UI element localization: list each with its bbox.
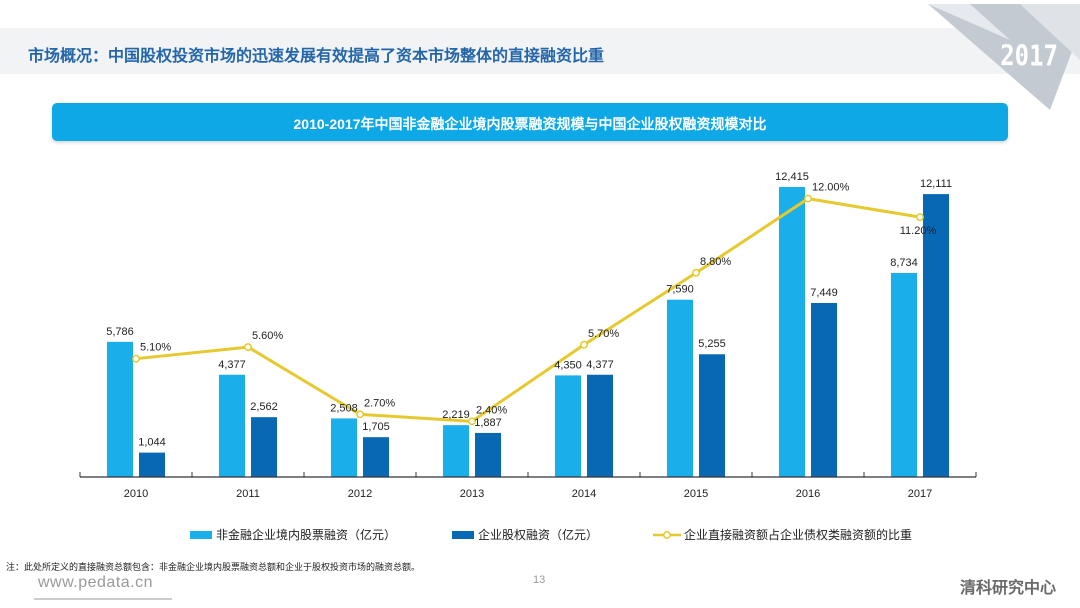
bar-stock-financing [555,375,581,477]
ratio-value-label: 2.40% [476,404,507,416]
bar-value-label: 2,508 [330,402,358,414]
website-link[interactable]: www.pedata.cn [38,574,154,591]
ratio-line [135,197,921,423]
bar-equity-financing [139,452,165,477]
chart-title: 2010-2017年中国非金融企业境内股票融资规模与中国企业股权融资规模对比 [293,116,767,132]
ratio-point [692,268,700,277]
bar-value-label: 4,350 [554,359,582,371]
bar-stock-financing [107,341,133,477]
bar-stock-financing [219,374,245,477]
legend-line-marker-icon [653,530,681,539]
legend-swatch-dark-blue [452,530,474,539]
bar-value-label: 5,255 [698,338,726,350]
ratio-point [804,194,812,203]
legend-label: 企业股权融资（亿元） [478,528,599,542]
bar-value-label: 1,044 [138,437,166,449]
page-title: 市场概况：中国股权投资市场的迅速发展有效提高了资本市场整体的直接融资比重 [28,48,605,65]
x-tick-label: 2013 [460,488,484,500]
x-tick-label: 2010 [124,488,148,500]
legend-item-equity-financing: 企业股权融资（亿元） [452,526,598,543]
ratio-point [132,354,140,363]
bar-stock-financing [891,272,917,477]
ratio-value-label: 5.70% [588,328,619,340]
bar-value-label: 5,786 [106,326,134,338]
bar-equity-financing [363,437,389,477]
bar-value-label: 8,734 [890,257,918,269]
ratio-point [916,213,924,222]
bar-equity-financing [587,374,613,477]
bar-equity-financing [475,432,501,477]
legend-label: 企业直接融资额占企业债权类融资额的比重 [684,528,913,542]
x-tick-label: 2017 [908,488,932,500]
header-band [0,28,1080,74]
ratio-point [580,340,588,349]
bar-value-label: 12,415 [775,171,809,183]
brand-logo: 清科研究中心 [959,580,1056,597]
footnote: 注：此处所定义的直接融资总额包含：非金融企业境内股票融资总额和企业于股权投资市场… [6,562,421,572]
bar-stock-financing [667,299,693,477]
bar-value-label: 7,590 [666,284,694,296]
website-underline [34,598,172,600]
bar-value-label: 4,377 [218,359,246,371]
corner-decoration [928,4,1080,110]
x-tick-label: 2014 [572,488,596,500]
chart-title-banner: 2010-2017年中国非金融企业境内股票融资规模与中国企业股权融资规模对比 [52,103,1008,141]
x-tick-label: 2016 [796,488,820,500]
bar-equity-financing [811,303,837,477]
ratio-value-label: 12.00% [812,182,850,194]
legend-label: 非金融企业境内股票融资（亿元） [216,528,397,542]
ratio-value-label: 8.80% [700,256,731,268]
ratio-point [356,410,364,419]
bar-value-label: 2,562 [250,401,278,413]
bar-stock-financing [779,187,805,477]
year-badge: 2017 [1000,39,1058,73]
ratio-value-label: 5.60% [252,330,283,342]
bar-stock-financing [443,425,469,477]
combo-chart: 5,786 1,044 2010 4,377 2,562 2011 2,508 1,705 20… [79,171,977,500]
ratio-value-label: 2.70% [364,397,395,409]
bar-value-label: 12,111 [920,178,952,190]
bar-value-label: 7,449 [810,287,838,299]
bar-value-label: 4,377 [586,359,614,371]
bar-equity-financing [923,194,949,478]
legend-swatch-light-blue [190,530,212,539]
x-tick-label: 2011 [236,488,260,500]
legend-item-stock-financing: 非金融企业境内股票融资（亿元） [190,526,396,543]
bar-value-label: 2,219 [442,409,470,421]
ratio-value-label: 5.10% [140,342,171,354]
legend-item-ratio-line: 企业直接融资额占企业债权类融资额的比重 [653,526,912,543]
bar-value-label: 1,887 [474,417,502,429]
bar-equity-financing [251,417,277,477]
bar-equity-financing [699,354,725,477]
page-number: 13 [533,574,546,586]
ratio-point [244,343,252,352]
x-tick-label: 2015 [684,488,708,500]
ratio-value-label: 11.20% [900,225,937,237]
ratio-point [468,417,476,426]
bar-value-label: 1,705 [362,421,390,433]
bar-stock-financing [331,418,357,477]
x-tick-label: 2012 [348,488,372,500]
